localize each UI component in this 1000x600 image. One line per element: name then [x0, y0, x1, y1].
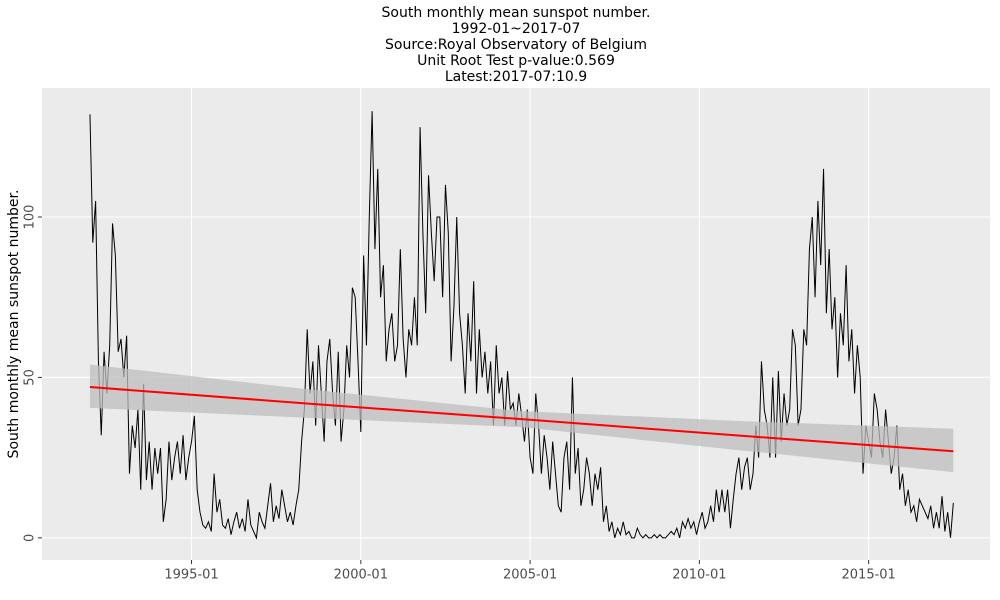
y-tick-label: 0: [23, 534, 38, 542]
chart-title: 1992-01~2017-07: [452, 21, 581, 37]
y-axis-title: South monthly mean sunspot number.: [6, 190, 22, 459]
trend-line: [89, 386, 954, 453]
x-tick-label: 2010-01: [672, 568, 726, 583]
chart-title: Unit Root Test p-value:0.569: [417, 53, 615, 69]
x-tick-label: 2015-01: [842, 568, 896, 583]
y-tick-label: 100: [23, 205, 38, 230]
x-tick-label: 2000-01: [334, 568, 388, 583]
y-tick-label: 50: [23, 369, 38, 386]
chart-title: Source:Royal Observatory of Belgium: [385, 37, 647, 53]
chart-title: Latest:2017-07:10.9: [445, 69, 587, 85]
chart-title: South monthly mean sunspot number.: [382, 5, 651, 21]
x-tick-label: 2005-01: [503, 568, 557, 583]
x-tick-label: 1995-01: [164, 568, 218, 583]
